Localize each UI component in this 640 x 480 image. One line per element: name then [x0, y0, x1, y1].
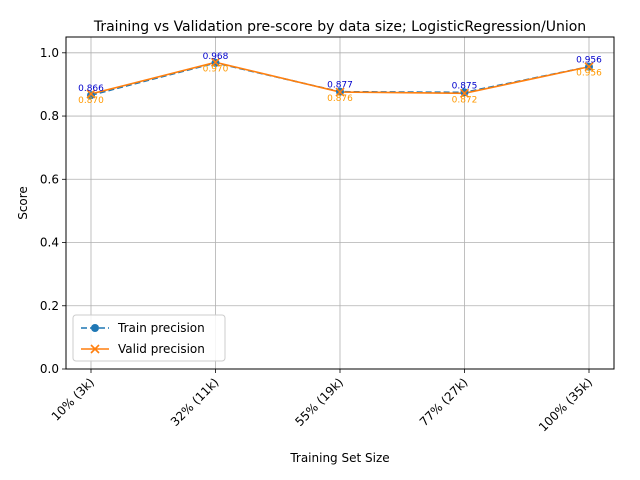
data-label: 0.956 [576, 56, 602, 66]
x-axis-label: Training Set Size [289, 451, 389, 465]
legend-swatch-marker [90, 344, 100, 354]
legend-label: Valid precision [118, 342, 205, 356]
series-markers [86, 57, 594, 100]
series-1-point [210, 57, 221, 67]
plot-frame [65, 36, 615, 370]
y-tick-label: 0.4 [40, 236, 59, 250]
legend-box [72, 314, 226, 362]
data-label: 0.870 [78, 96, 104, 106]
data-label: 0.866 [78, 84, 104, 94]
y-tick-label: 1.0 [40, 46, 59, 60]
series-1-point [459, 88, 470, 98]
series-0-point [87, 91, 95, 100]
legend-label: Train precision [117, 321, 205, 335]
data-label: 0.968 [203, 52, 229, 62]
y-tick-label: 0.8 [40, 109, 59, 123]
x-marker-stroke [584, 62, 594, 72]
legend: Train precision Valid precision [72, 314, 226, 362]
x-marker-stroke [86, 89, 96, 99]
x-marker-stroke [210, 57, 221, 67]
data-label: 0.970 [203, 64, 229, 74]
y-tick-label: 0.2 [40, 299, 59, 313]
data-label: 0.956 [576, 69, 602, 79]
data-label: 0.876 [327, 94, 353, 104]
data-label: 0.877 [327, 81, 353, 91]
series-1-point [335, 87, 345, 97]
x-marker-stroke [90, 344, 100, 354]
legend-swatch-marker [91, 324, 99, 332]
y-axis-label: Score [16, 186, 30, 220]
data-label: 0.872 [452, 95, 478, 105]
data-label: 0.875 [452, 81, 478, 91]
x-marker-stroke [335, 87, 345, 97]
series-1-point [86, 89, 96, 99]
y-tick-label: 0.6 [40, 172, 59, 186]
y-tick-label: 0.0 [40, 362, 59, 376]
y-axis-ticks: 0.0 0.2 0.4 0.6 0.8 1.0 [40, 46, 66, 376]
x-marker-stroke [459, 88, 470, 98]
chart-title: Training vs Validation pre-score by data… [93, 19, 586, 35]
series-1-point [584, 62, 594, 72]
data-labels: 0.866 0.968 0.877 0.875 0.956 0.870 0.970 0.876… [78, 52, 602, 106]
